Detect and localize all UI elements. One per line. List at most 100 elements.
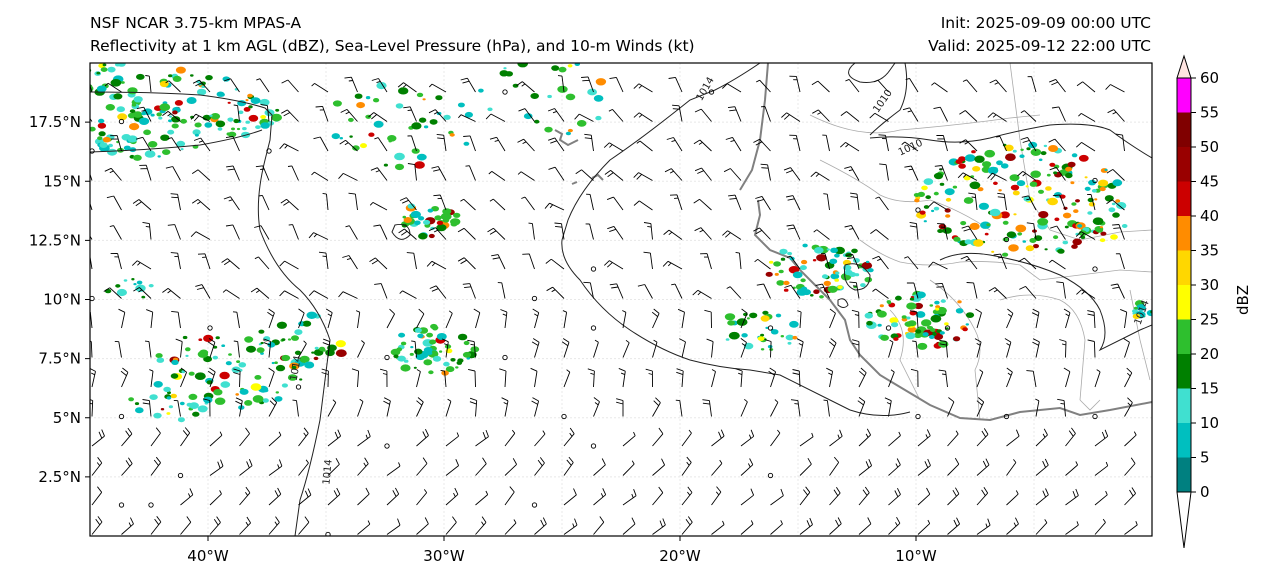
echo-cell — [314, 346, 319, 350]
wind-barb — [469, 397, 478, 417]
echo-cell — [110, 79, 122, 87]
wind-barb — [753, 138, 771, 152]
echo-cell — [987, 166, 999, 175]
echo-cell — [244, 400, 253, 406]
wind-barb — [633, 112, 653, 122]
wind-barb — [465, 165, 476, 181]
wind-barb — [534, 430, 546, 447]
echo-cell — [1116, 202, 1127, 210]
wind-barb — [327, 399, 337, 417]
echo-cell — [148, 141, 158, 148]
echo-cell — [172, 75, 182, 82]
echo-cell — [984, 149, 996, 158]
echo-cell — [245, 99, 249, 102]
echo-cell — [1044, 248, 1048, 251]
wind-barb — [931, 82, 948, 93]
echo-cell — [972, 166, 981, 172]
echo-cell — [260, 115, 266, 119]
wind-barb — [91, 486, 103, 506]
wind-barb — [910, 368, 919, 388]
wind-barb — [351, 368, 360, 388]
echo-cell — [418, 117, 427, 123]
echo-cell — [397, 355, 406, 362]
calm-wind — [767, 325, 774, 331]
echo-cell — [1073, 209, 1079, 214]
echo-cell — [339, 137, 343, 140]
wind-barb — [740, 338, 747, 358]
wind-barb — [489, 198, 506, 211]
echo-cell — [861, 261, 873, 270]
echo-cell — [1025, 245, 1035, 252]
wind-barb — [416, 517, 429, 535]
echo-cell — [299, 378, 303, 381]
echo-cell — [149, 394, 158, 400]
wind-barb — [457, 257, 476, 270]
wind-barb — [1124, 431, 1137, 447]
lat-tick-label: 10°N — [43, 291, 81, 309]
echo-cell — [1104, 168, 1108, 171]
echo-cell — [176, 140, 186, 147]
wind-barb — [947, 457, 960, 476]
echo-cell — [921, 185, 928, 191]
wind-barb — [1051, 106, 1066, 122]
wind-barb — [357, 429, 371, 447]
calm-wind — [90, 148, 95, 154]
echo-cell — [168, 74, 173, 78]
wind-barb — [386, 487, 400, 506]
echo-cell — [1013, 213, 1017, 216]
wind-barb — [666, 137, 683, 152]
echo-cell — [411, 122, 422, 130]
echo-cell — [434, 215, 442, 221]
wind-barb — [121, 427, 133, 447]
wind-barb — [725, 136, 742, 152]
wind-barb — [651, 308, 660, 329]
wind-barb — [339, 139, 358, 152]
echo-cell — [762, 310, 769, 315]
wind-barb — [668, 76, 683, 93]
echo-cell — [90, 126, 96, 132]
echo-cell — [774, 272, 779, 276]
wind-barb — [851, 309, 860, 329]
echo-cell — [245, 120, 250, 124]
wind-barb — [90, 340, 93, 358]
wind-barb — [1026, 222, 1037, 240]
wind-barb — [473, 308, 481, 329]
echo-cell — [155, 353, 163, 359]
echo-cell — [1062, 212, 1072, 219]
wind-barb — [546, 286, 565, 299]
echo-cell — [574, 63, 580, 66]
colorbar-segment — [1177, 319, 1191, 354]
wind-barb — [255, 165, 270, 181]
wind-barb — [975, 308, 982, 329]
wind-barb — [1035, 398, 1040, 417]
wind-barb — [852, 339, 860, 358]
wind-barb — [325, 308, 333, 329]
wind-barb — [370, 167, 388, 181]
echo-cell — [933, 206, 940, 211]
wind-barb — [844, 166, 860, 181]
wind-barb — [357, 457, 369, 476]
echo-cell — [757, 336, 765, 341]
colorbar: 0 5 10 15 20 25 30 35 40 45 50 55 60 dBZ — [1176, 54, 1252, 549]
echo-cell — [1075, 199, 1080, 203]
wind-barb — [1020, 136, 1037, 152]
echo-cell — [789, 320, 799, 328]
echo-cell — [1084, 186, 1091, 191]
wind-barb — [606, 196, 624, 211]
echo-cell — [1019, 154, 1025, 158]
echo-cell — [826, 248, 830, 251]
echo-cell — [770, 329, 779, 335]
echo-cell — [877, 323, 882, 327]
echo-cell — [442, 208, 452, 215]
echo-cell — [929, 335, 935, 339]
calm-wind — [502, 89, 508, 95]
lon-tick-label: 20°W — [659, 547, 701, 565]
wind-barb — [209, 490, 222, 506]
echo-cell — [274, 361, 278, 365]
echo-cell — [952, 185, 958, 189]
echo-cell — [775, 313, 782, 318]
wind-barb — [959, 139, 978, 152]
wind-barb — [170, 252, 181, 270]
echo-cell — [851, 248, 858, 254]
echo-cell — [760, 315, 770, 322]
